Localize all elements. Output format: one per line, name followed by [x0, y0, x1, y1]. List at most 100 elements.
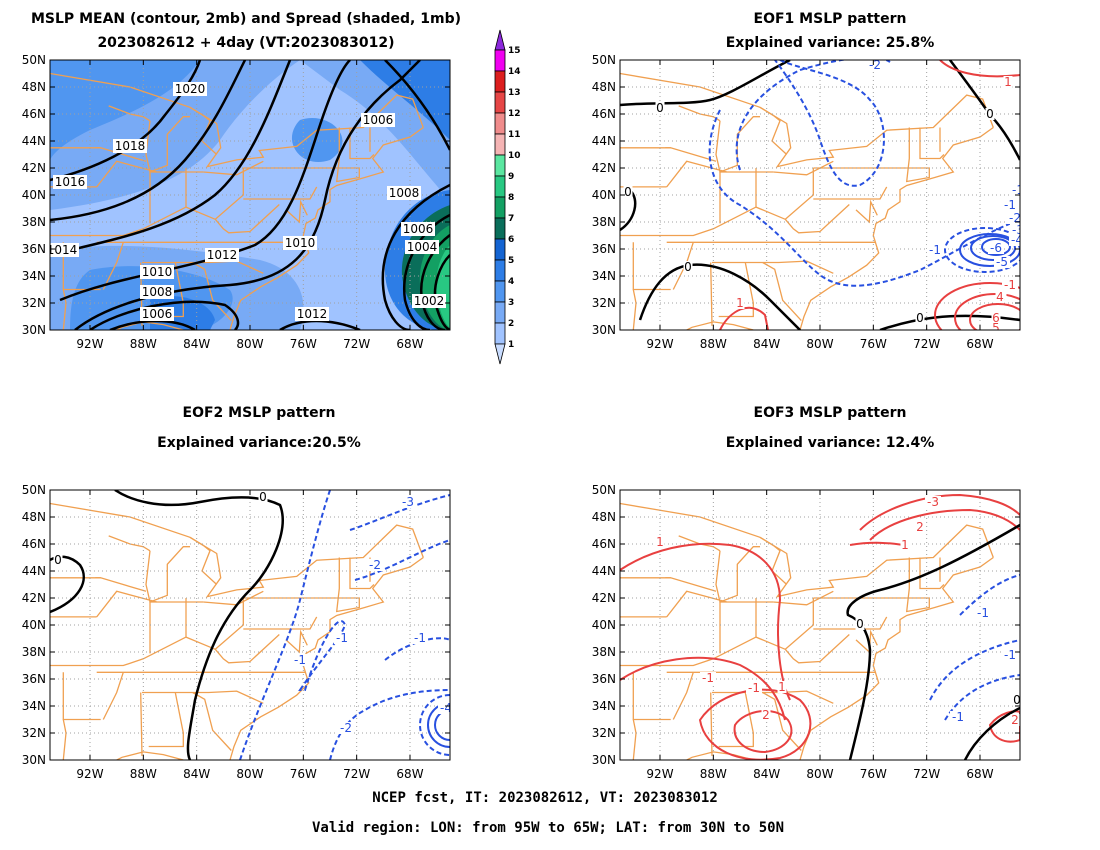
contour-label: -1	[336, 631, 348, 645]
lon-tick-label: 88W	[130, 767, 157, 781]
map-boundary-line	[145, 546, 190, 603]
colorbar-label: 4	[508, 277, 514, 287]
lon-tick-label: 84W	[183, 767, 210, 781]
lon-tick-label: 84W	[753, 767, 780, 781]
colorbar-label: 1	[508, 340, 514, 350]
map-boundary-line	[102, 242, 124, 290]
contour-label: 0	[1013, 693, 1021, 707]
contour-label-box	[991, 322, 1001, 330]
panel3-axes: 50N 48N 46N 44N 42N 40N 38N 36N 34N 32N 30N 92W 88W 8…	[22, 483, 450, 781]
map-boundary-line	[243, 186, 318, 200]
contour-label-box	[746, 682, 762, 694]
contour-label-box	[761, 709, 771, 721]
contour-label: 1020	[175, 82, 206, 96]
lon-tick-label: 68W	[396, 767, 423, 781]
contour-label-box	[361, 113, 395, 127]
contour-label: -3	[1012, 223, 1024, 237]
footer-line1: NCEP fcst, IT: 2023082612, VT: 202308301…	[372, 790, 718, 806]
lat-tick-label: 40N	[22, 188, 46, 202]
map-boundary-line	[813, 616, 888, 630]
contour-label-box	[655, 536, 665, 548]
lat-tick-label: 34N	[592, 699, 616, 713]
isobar-labels: 1020 1018 1016 1014 1012 1010 1010 1008 1006 1006…	[47, 82, 446, 321]
lon-tick-label: 92W	[646, 337, 673, 351]
panel2-axes: 50N 48N 46N 44N 42N 40N 38N 36N 34N 32N 30N 92W 88W 8…	[592, 53, 1020, 351]
colorbar-label: 15	[508, 46, 521, 56]
contour-label-box	[1012, 694, 1020, 706]
contour-label: -1	[702, 671, 714, 685]
contour-label-box	[1010, 224, 1020, 236]
lon-tick-label: 88W	[130, 337, 157, 351]
colorbar-min-arrow	[494, 343, 506, 365]
contour-label-box	[412, 632, 428, 644]
map-boundary-line	[919, 127, 945, 160]
contour-label-box	[1007, 212, 1020, 224]
contour-label: -3	[402, 495, 414, 509]
eof2-contour-labels: 0 0 -3 -2 -1 -1 -1 -2 -4	[53, 490, 450, 735]
contour-label-box	[173, 82, 207, 96]
lon-tick-label: 68W	[396, 337, 423, 351]
lat-tick-label: 50N	[22, 53, 46, 67]
map-boundary-line	[50, 598, 244, 667]
colorbar-box	[494, 112, 506, 135]
lat-tick-label: 32N	[22, 296, 46, 310]
contour-label-box	[915, 521, 925, 533]
contour-label-box	[1002, 649, 1018, 661]
contour-label-box	[994, 256, 1010, 268]
map-boundary-line	[759, 536, 788, 585]
colorbar-label: 2	[508, 319, 514, 329]
colorbar-box	[494, 49, 506, 72]
contour-label: 1006	[403, 222, 434, 236]
panel1-title-line2: 2023082612 + 4day (VT:2023083012)	[97, 35, 394, 51]
lat-tick-label: 34N	[22, 269, 46, 283]
panel1-axes: 50N 48N 46N 44N 42N 40N 38N 36N 34N 32N 30N 92W 88W 8…	[22, 53, 450, 351]
map-boundary-line	[710, 262, 713, 326]
lat-tick-label: 44N	[592, 564, 616, 578]
lon-tick-label: 84W	[753, 337, 780, 351]
map-boundary-line	[229, 126, 424, 330]
map-boundary-line	[685, 751, 754, 760]
lon-tick-label: 72W	[913, 337, 940, 351]
colorbar-box	[494, 322, 506, 345]
lat-tick-label: 42N	[592, 591, 616, 605]
contour-label-box	[292, 654, 308, 666]
map-boundary-line	[905, 127, 930, 183]
contour-label: 5	[992, 321, 1000, 335]
lon-tick-label: 68W	[966, 767, 993, 781]
contour-label: 1008	[389, 186, 420, 200]
contour-label-box	[925, 496, 941, 508]
lat-tick-label: 42N	[592, 161, 616, 175]
contour-label-box	[438, 702, 450, 714]
contour-label-box	[140, 285, 174, 299]
contour-label: 1	[901, 538, 909, 552]
map-boundary-line	[799, 126, 994, 330]
lon-tick-label: 72W	[343, 767, 370, 781]
lat-tick-label: 48N	[22, 80, 46, 94]
contour-label: -5	[996, 255, 1008, 269]
lat-tick-label: 48N	[592, 510, 616, 524]
lat-tick-label: 40N	[22, 618, 46, 632]
contour-label-box	[53, 175, 87, 189]
contour-label: -1	[977, 606, 989, 620]
colorbar-label: 13	[508, 88, 521, 98]
map-boundary-line	[140, 692, 143, 757]
map-boundary-line	[214, 634, 280, 664]
lon-tick-label: 80W	[236, 767, 263, 781]
lat-tick-label: 40N	[592, 188, 616, 202]
contour-label-box	[1009, 234, 1020, 246]
lat-tick-label: 36N	[592, 242, 616, 256]
map-boundary-line	[685, 321, 754, 330]
panel3-title-line2: Explained variance:20.5%	[157, 435, 361, 451]
lat-tick-label: 48N	[22, 510, 46, 524]
contour-label: -1	[1012, 183, 1024, 197]
lat-tick-label: 36N	[592, 672, 616, 686]
isobar-contours	[50, 60, 450, 330]
contour-label: 1014	[47, 243, 78, 257]
contour-label-box	[777, 681, 787, 693]
contour-label-box	[623, 186, 633, 198]
colorbar-label: 3	[508, 298, 514, 308]
map-boundary-line	[189, 536, 218, 585]
map-boundary-line	[919, 557, 945, 590]
